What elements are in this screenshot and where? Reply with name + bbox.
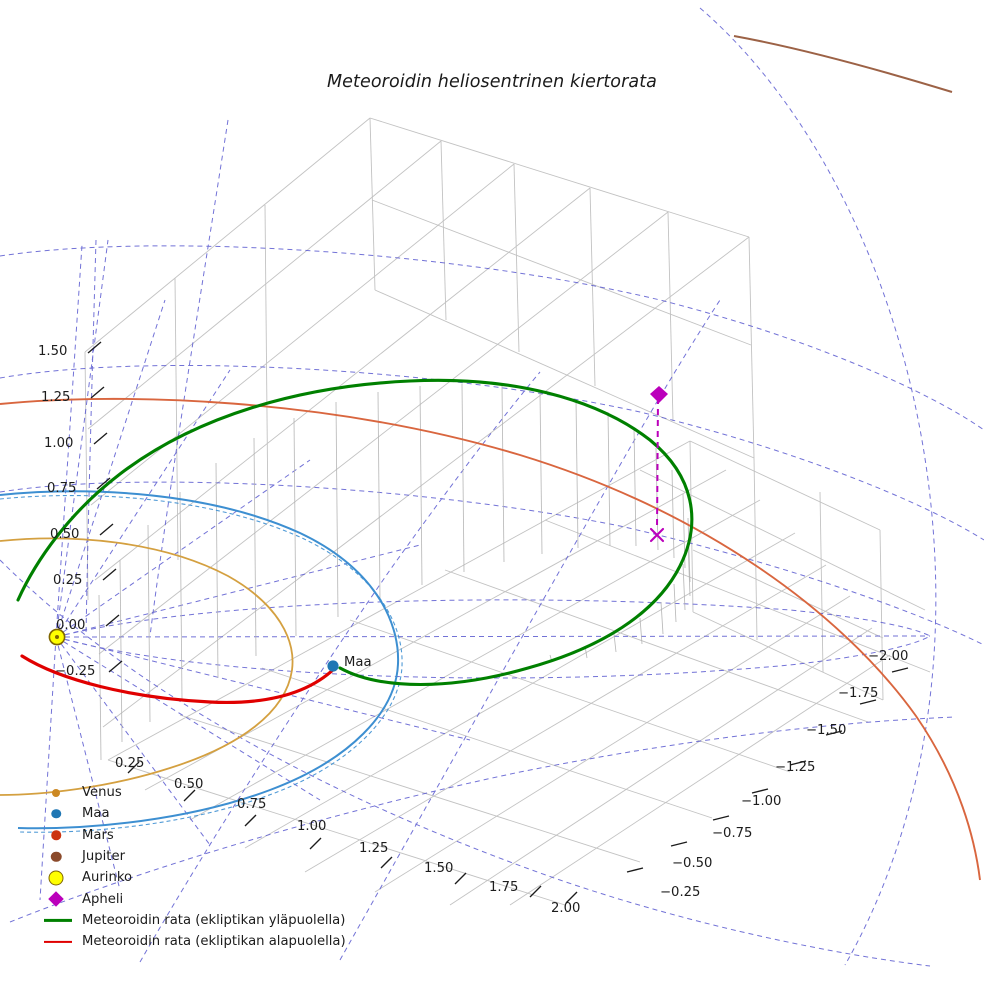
legend-label-orbit-above: Meteoroidin rata (ekliptikan yläpuolella… [82,912,346,928]
legend-item-orbit-below[interactable]: Meteoroidin rata (ekliptikan alapuolella… [44,931,346,952]
legend-label-maa: Maa [82,806,110,822]
z-tick-label-1: 1.25 [41,390,71,405]
x-tick-label-5: 1.50 [424,861,454,876]
earth-orbit [0,490,403,833]
earth-marker[interactable] [327,660,339,672]
x-tick-label-4: 1.25 [359,841,389,856]
legend-item-aurinko[interactable]: Aurinko [44,867,344,888]
mars-marker-icon [44,825,78,846]
reference-grid-dashed [0,7,984,967]
z-tick-label-7: −0.25 [55,664,96,679]
jupiter-orbit [733,35,953,93]
x-tick-label-2: 0.75 [237,797,267,812]
legend-label-orbit-below: Meteoroidin rata (ekliptikan alapuolella… [82,934,346,950]
z-tick-label-3: 0.75 [47,481,77,496]
apheli-projection-x-icon [649,527,665,543]
y-tick-label-1: −0.50 [672,856,713,871]
aphelion-group [649,386,668,543]
legend-item-venus[interactable]: Venus [44,782,344,803]
jupiter-marker-icon [44,846,78,867]
legend-item-maa[interactable]: Maa [44,803,344,824]
earth-point-label: Maa [344,655,372,670]
apheli-marker[interactable] [650,386,668,403]
axes-pane-gridlines [84,117,931,906]
z-tick-label-5: 0.25 [53,573,83,588]
y-tick-label-0: −0.25 [660,885,701,900]
y-tick-label-5: −1.50 [806,723,847,738]
z-tick-label-6: 0.00 [56,618,86,633]
venus-marker-icon [44,782,78,803]
legend-label-venus: Venus [82,785,122,801]
orbit-above-line-icon [44,910,78,931]
y-tick-label-6: −1.75 [838,686,879,701]
sun-marker[interactable] [48,628,66,646]
axis-tick-marks [87,341,909,904]
legend-item-orbit-above[interactable]: Meteoroidin rata (ekliptikan yläpuolella… [44,910,346,931]
meteoroid-orbit-below-ecliptic [20,654,337,705]
apheli-diamond-icon [44,888,78,909]
y-tick-label-2: −0.75 [712,826,753,841]
legend-label-aurinko: Aurinko [82,870,133,886]
meteoroid-orbit-above-ecliptic [16,378,694,686]
orbit-below-line-icon [44,931,78,952]
earth-marker-icon [44,803,78,824]
z-tick-label-4: 0.50 [50,527,80,542]
y-tick-label-7: −2.00 [868,649,909,664]
legend-item-apheli[interactable]: Apheli [44,888,344,909]
legend-label-jupiter: Jupiter [82,849,125,865]
legend-item-mars[interactable]: Mars [44,825,344,846]
x-tick-label-0: 0.25 [115,756,145,771]
z-tick-label-2: 1.00 [44,436,74,451]
sun-marker-icon [44,867,78,888]
orbit-drop-stems [98,383,691,761]
y-tick-label-4: −1.25 [775,760,816,775]
y-tick-label-3: −1.00 [741,794,782,809]
legend: Venus Maa Mars Jupiter Aurinko [44,782,346,952]
legend-label-mars: Mars [82,827,114,843]
legend-label-apheli: Apheli [82,891,124,907]
x-tick-label-3: 1.00 [297,819,327,834]
x-tick-label-1: 0.50 [174,777,204,792]
x-tick-label-7: 2.00 [551,901,581,916]
legend-item-jupiter[interactable]: Jupiter [44,846,344,867]
mars-orbit [0,397,981,881]
venus-orbit [0,537,294,796]
z-tick-label-0: 1.50 [38,344,68,359]
x-tick-label-6: 1.75 [489,880,519,895]
page-title: Meteoroidin heliosentrinen kiertorata [326,72,657,92]
